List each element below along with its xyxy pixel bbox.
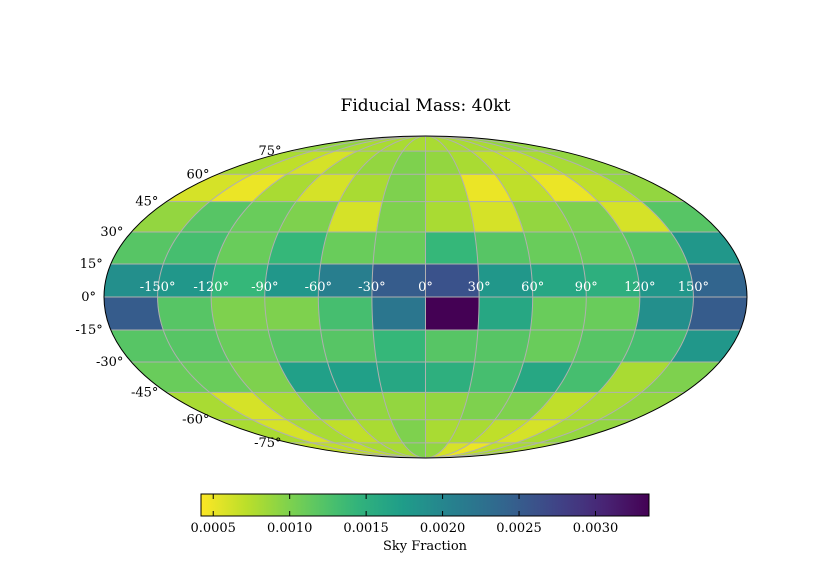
colorbar-tick-label: 0.0010	[267, 521, 313, 536]
latitude-tick-label: 60°	[186, 167, 209, 182]
heatmap-cell	[372, 231, 426, 265]
colorbar-ticks: 0.0005 0.0010 0.0015 0.0020 0.0025 0.0030	[190, 494, 618, 536]
longitude-tick-label: 0°	[418, 280, 433, 295]
latitude-tick-label: -75°	[254, 436, 281, 451]
heatmap-cell	[157, 296, 217, 331]
latitude-tick-label: -30°	[96, 355, 123, 370]
heatmap-cell	[376, 361, 426, 393]
longitude-tick-label: 30°	[468, 280, 491, 295]
heatmap-cell	[425, 296, 480, 331]
colorbar-gradient	[200, 493, 650, 517]
sky-map	[103, 135, 748, 459]
heatmap-cell	[425, 329, 479, 363]
chart-title: Fiducial Mass: 40kt	[341, 96, 511, 116]
heatmap-cell	[267, 231, 328, 265]
heatmap-cell	[425, 201, 475, 233]
colorbar-tick-label: 0.0020	[420, 521, 466, 536]
colorbar-label: Sky Fraction	[383, 539, 468, 554]
longitude-tick-label: -60°	[305, 280, 332, 295]
map-boundary	[103, 135, 748, 459]
heatmap-cell	[210, 296, 269, 331]
graticule	[104, 136, 747, 458]
latitude-tick-labels: 75° 60° 45° 30° 15° 0° -15° -30° -45° -60° -75°	[75, 144, 281, 451]
latitude-tick-label: 15°	[80, 257, 103, 272]
heatmap-cell	[267, 329, 328, 363]
heatmap-cell	[523, 329, 584, 363]
colorbar-tick-label: 0.0030	[573, 521, 619, 536]
colorbar: 0.0005 0.0010 0.0015 0.0020 0.0025 0.0030 Sky…	[190, 493, 650, 554]
latitude-tick-label: -45°	[131, 385, 158, 400]
longitude-tick-labels: -150° -120° -90° -60° -30° 0° 30° 60° 90° 120° 150…	[140, 280, 709, 295]
heatmap-cell	[477, 296, 533, 331]
heatmap-cell	[687, 296, 747, 331]
colorbar-tick-label: 0.0015	[343, 521, 389, 536]
heatmap-cell	[371, 296, 426, 331]
heatmap-cell	[376, 201, 426, 233]
colorbar-tick-label: 0.0005	[190, 521, 236, 536]
longitude-tick-label: -90°	[251, 280, 278, 295]
heatmap-cell	[474, 329, 531, 363]
latitude-tick-label: 45°	[135, 195, 158, 210]
heatmap-cell	[582, 296, 641, 331]
longitude-tick-label: -150°	[140, 280, 176, 295]
heatmap-cell	[320, 231, 377, 265]
longitude-tick-label: 150°	[678, 280, 709, 295]
heatmap-cell	[264, 296, 321, 331]
heatmap-cell	[425, 231, 479, 265]
latitude-tick-label: -60°	[182, 413, 209, 428]
heatmap-cell	[318, 296, 374, 331]
latitude-tick-label: 0°	[81, 290, 96, 305]
heatmap-cell	[474, 231, 531, 265]
longitude-tick-label: 90°	[575, 280, 598, 295]
colorbar-tick-label: 0.0025	[496, 521, 542, 536]
heatmap-cell	[320, 329, 377, 363]
latitude-tick-label: 30°	[100, 225, 123, 240]
longitude-tick-label: 60°	[521, 280, 544, 295]
heatmap-cell	[425, 361, 475, 393]
heatmap-cell	[372, 329, 426, 363]
heatmap-cell	[523, 231, 584, 265]
heatmap-cell	[634, 296, 694, 331]
heatmap-cell	[530, 296, 587, 331]
heatmap-cell	[104, 296, 164, 331]
longitude-tick-label: 120°	[624, 280, 655, 295]
latitude-tick-label: 75°	[258, 144, 281, 159]
latitude-tick-label: -15°	[75, 323, 102, 338]
longitude-tick-label: -30°	[358, 280, 385, 295]
longitude-tick-label: -120°	[193, 280, 229, 295]
